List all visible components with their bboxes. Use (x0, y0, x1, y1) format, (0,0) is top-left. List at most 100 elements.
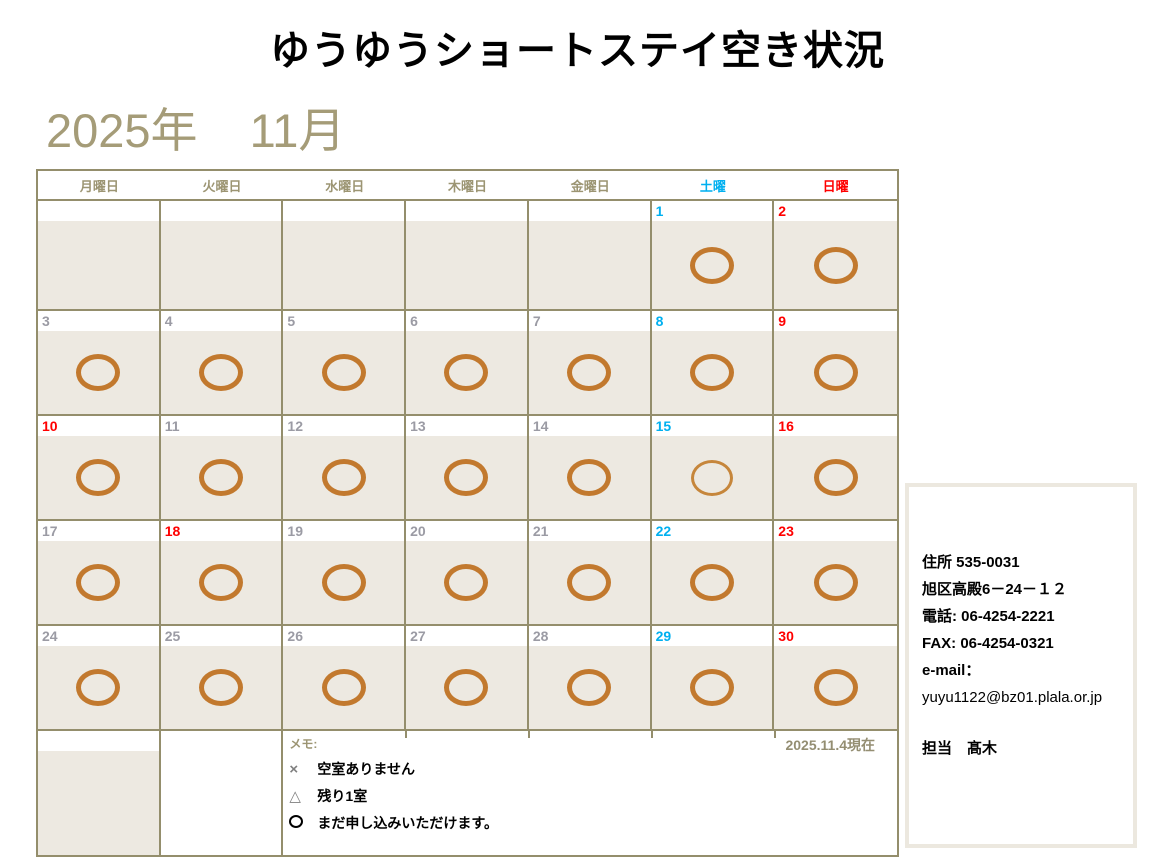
info-line-5: e-mail： (922, 662, 981, 679)
availability-circle-day-11 (199, 459, 244, 496)
availability-circle-day-20 (444, 564, 489, 601)
grid-tick (528, 731, 531, 738)
day-cell-2: 2 (774, 201, 897, 309)
day-number-empty (406, 201, 527, 221)
weekday-header-tue: 火曜日 (202, 178, 242, 194)
availability-circle-day-8 (689, 354, 734, 391)
day-number-26: 26 (287, 628, 303, 644)
day-cell-11: 11 (160, 416, 284, 519)
availability-circle-day-3 (76, 354, 121, 391)
grid-tick (651, 731, 654, 738)
empty-white-cell (160, 731, 284, 855)
availability-circle-day-19 (321, 564, 366, 601)
day-cell-17: 17 (38, 521, 161, 624)
empty-cell (38, 201, 161, 309)
day-number-19: 19 (287, 523, 303, 539)
year-label: 2025年 (46, 104, 198, 157)
day-number-27: 27 (410, 628, 426, 644)
availability-circle-day-28 (567, 669, 612, 706)
day-cell-13: 13 (406, 416, 529, 519)
day-cell-16: 16 (774, 416, 897, 519)
day-number-21: 21 (532, 523, 549, 539)
day-number-6: 6 (410, 313, 418, 329)
availability-circle-day-6 (444, 354, 489, 391)
legend-text: 空室ありません (317, 761, 416, 777)
availability-circle-day-7 (567, 354, 612, 391)
availability-circle-day-18 (199, 564, 244, 601)
week-row-2: 3 4 5 6 7 8 9 (38, 311, 897, 416)
day-number-empty (283, 201, 404, 221)
day-number-22: 22 (655, 523, 672, 539)
day-cell-12: 12 (283, 416, 407, 519)
empty-cell (283, 201, 407, 309)
availability-circle-day-21 (567, 564, 612, 601)
legend-item-circle: まだ申し込みいただけます。 (289, 810, 889, 836)
triangle-symbol-icon: △ (289, 788, 301, 805)
availability-circle-day-16 (813, 459, 858, 496)
day-number-24: 24 (42, 628, 58, 644)
day-cell-18: 18 (160, 521, 284, 624)
legend: × 空室ありません △ 残り1室まだ申し込みいただけます。 (289, 756, 889, 836)
day-cell-22: 22 (651, 521, 775, 624)
info-line-6: yuyu1122@bz01.plala.or.jp (922, 689, 1103, 706)
grid-tick (405, 731, 408, 738)
day-cell-25: 25 (160, 626, 284, 729)
contact-info-panel: 住所 535-0031 旭区高殿6－24－１２ 電話: 06-4254-2221 FA… (905, 483, 1137, 848)
day-cell-10: 10 (38, 416, 161, 519)
availability-circle-day-12 (321, 459, 366, 496)
info-line-4: FAX: 06-4254-0321 (922, 635, 1054, 652)
weekday-header-thu: 木曜日 (447, 178, 487, 194)
day-cell-6: 6 (406, 311, 529, 414)
empty-cell (406, 201, 529, 309)
empty-cell (528, 201, 652, 309)
memo-label: メモ: (289, 737, 318, 751)
availability-circle-day-5 (321, 354, 366, 391)
day-number-2: 2 (778, 203, 787, 219)
day-number-14: 14 (532, 418, 549, 434)
weekday-header-fri: 金曜日 (570, 178, 610, 194)
day-number-12: 12 (287, 418, 303, 434)
availability-circle-day-25 (199, 669, 244, 706)
info-line-3: 電話: 06-4254-2221 (922, 608, 1055, 625)
day-number-11: 11 (164, 418, 180, 434)
day-cell-1: 1 (651, 201, 775, 309)
availability-circle-day-13 (444, 459, 489, 496)
circle-symbol-icon (289, 814, 304, 828)
day-number-empty (161, 201, 282, 221)
legend-item-triangle: △ 残り1室 (289, 783, 889, 809)
availability-circle-day-27 (444, 669, 489, 706)
day-cell-30: 30 (774, 626, 897, 729)
grid-tick (774, 731, 777, 738)
day-number-3: 3 (42, 313, 50, 329)
day-cell-26: 26 (283, 626, 407, 729)
availability-circle-day-26 (321, 669, 366, 706)
weekday-header-sat: 土曜 (699, 178, 726, 194)
day-cell-15: 15 (651, 416, 775, 519)
circle-symbol-icon (289, 814, 317, 832)
weekday-header-mon: 月曜日 (79, 178, 119, 194)
day-cell-29: 29 (651, 626, 775, 729)
availability-circle-day-29 (689, 669, 734, 706)
period-label: 2025年 11月 (46, 92, 345, 161)
month-label: 11月 (249, 104, 346, 157)
day-cell-8: 8 (651, 311, 775, 414)
memo-row: メモ: 2025.11.4現在 × 空室ありません △ 残り1室 まだ申し込みいただけま… (38, 731, 897, 855)
info-line-2: 旭区高殿6－24－１２ (922, 581, 1068, 598)
day-cell-24: 24 (38, 626, 161, 729)
availability-circle-day-15 (690, 459, 733, 496)
legend-item-cross: × 空室ありません (289, 756, 889, 782)
week-row-4: 17 18 19 20 21 22 23 (38, 521, 897, 626)
day-number-15: 15 (655, 418, 672, 434)
memo-area: メモ: 2025.11.4現在 × 空室ありません △ 残り1室 まだ申し込みいただけま… (283, 731, 897, 855)
availability-circle-day-30 (813, 669, 858, 706)
empty-cell (38, 731, 161, 855)
day-number-9: 9 (778, 313, 787, 329)
legend-text: まだ申し込みいただけます。 (317, 815, 499, 831)
day-cell-7: 7 (528, 311, 652, 414)
availability-circle-day-9 (813, 354, 858, 391)
day-number-29: 29 (655, 628, 672, 644)
day-number-17: 17 (42, 523, 58, 539)
day-number-5: 5 (287, 313, 296, 329)
day-number-8: 8 (655, 313, 664, 329)
